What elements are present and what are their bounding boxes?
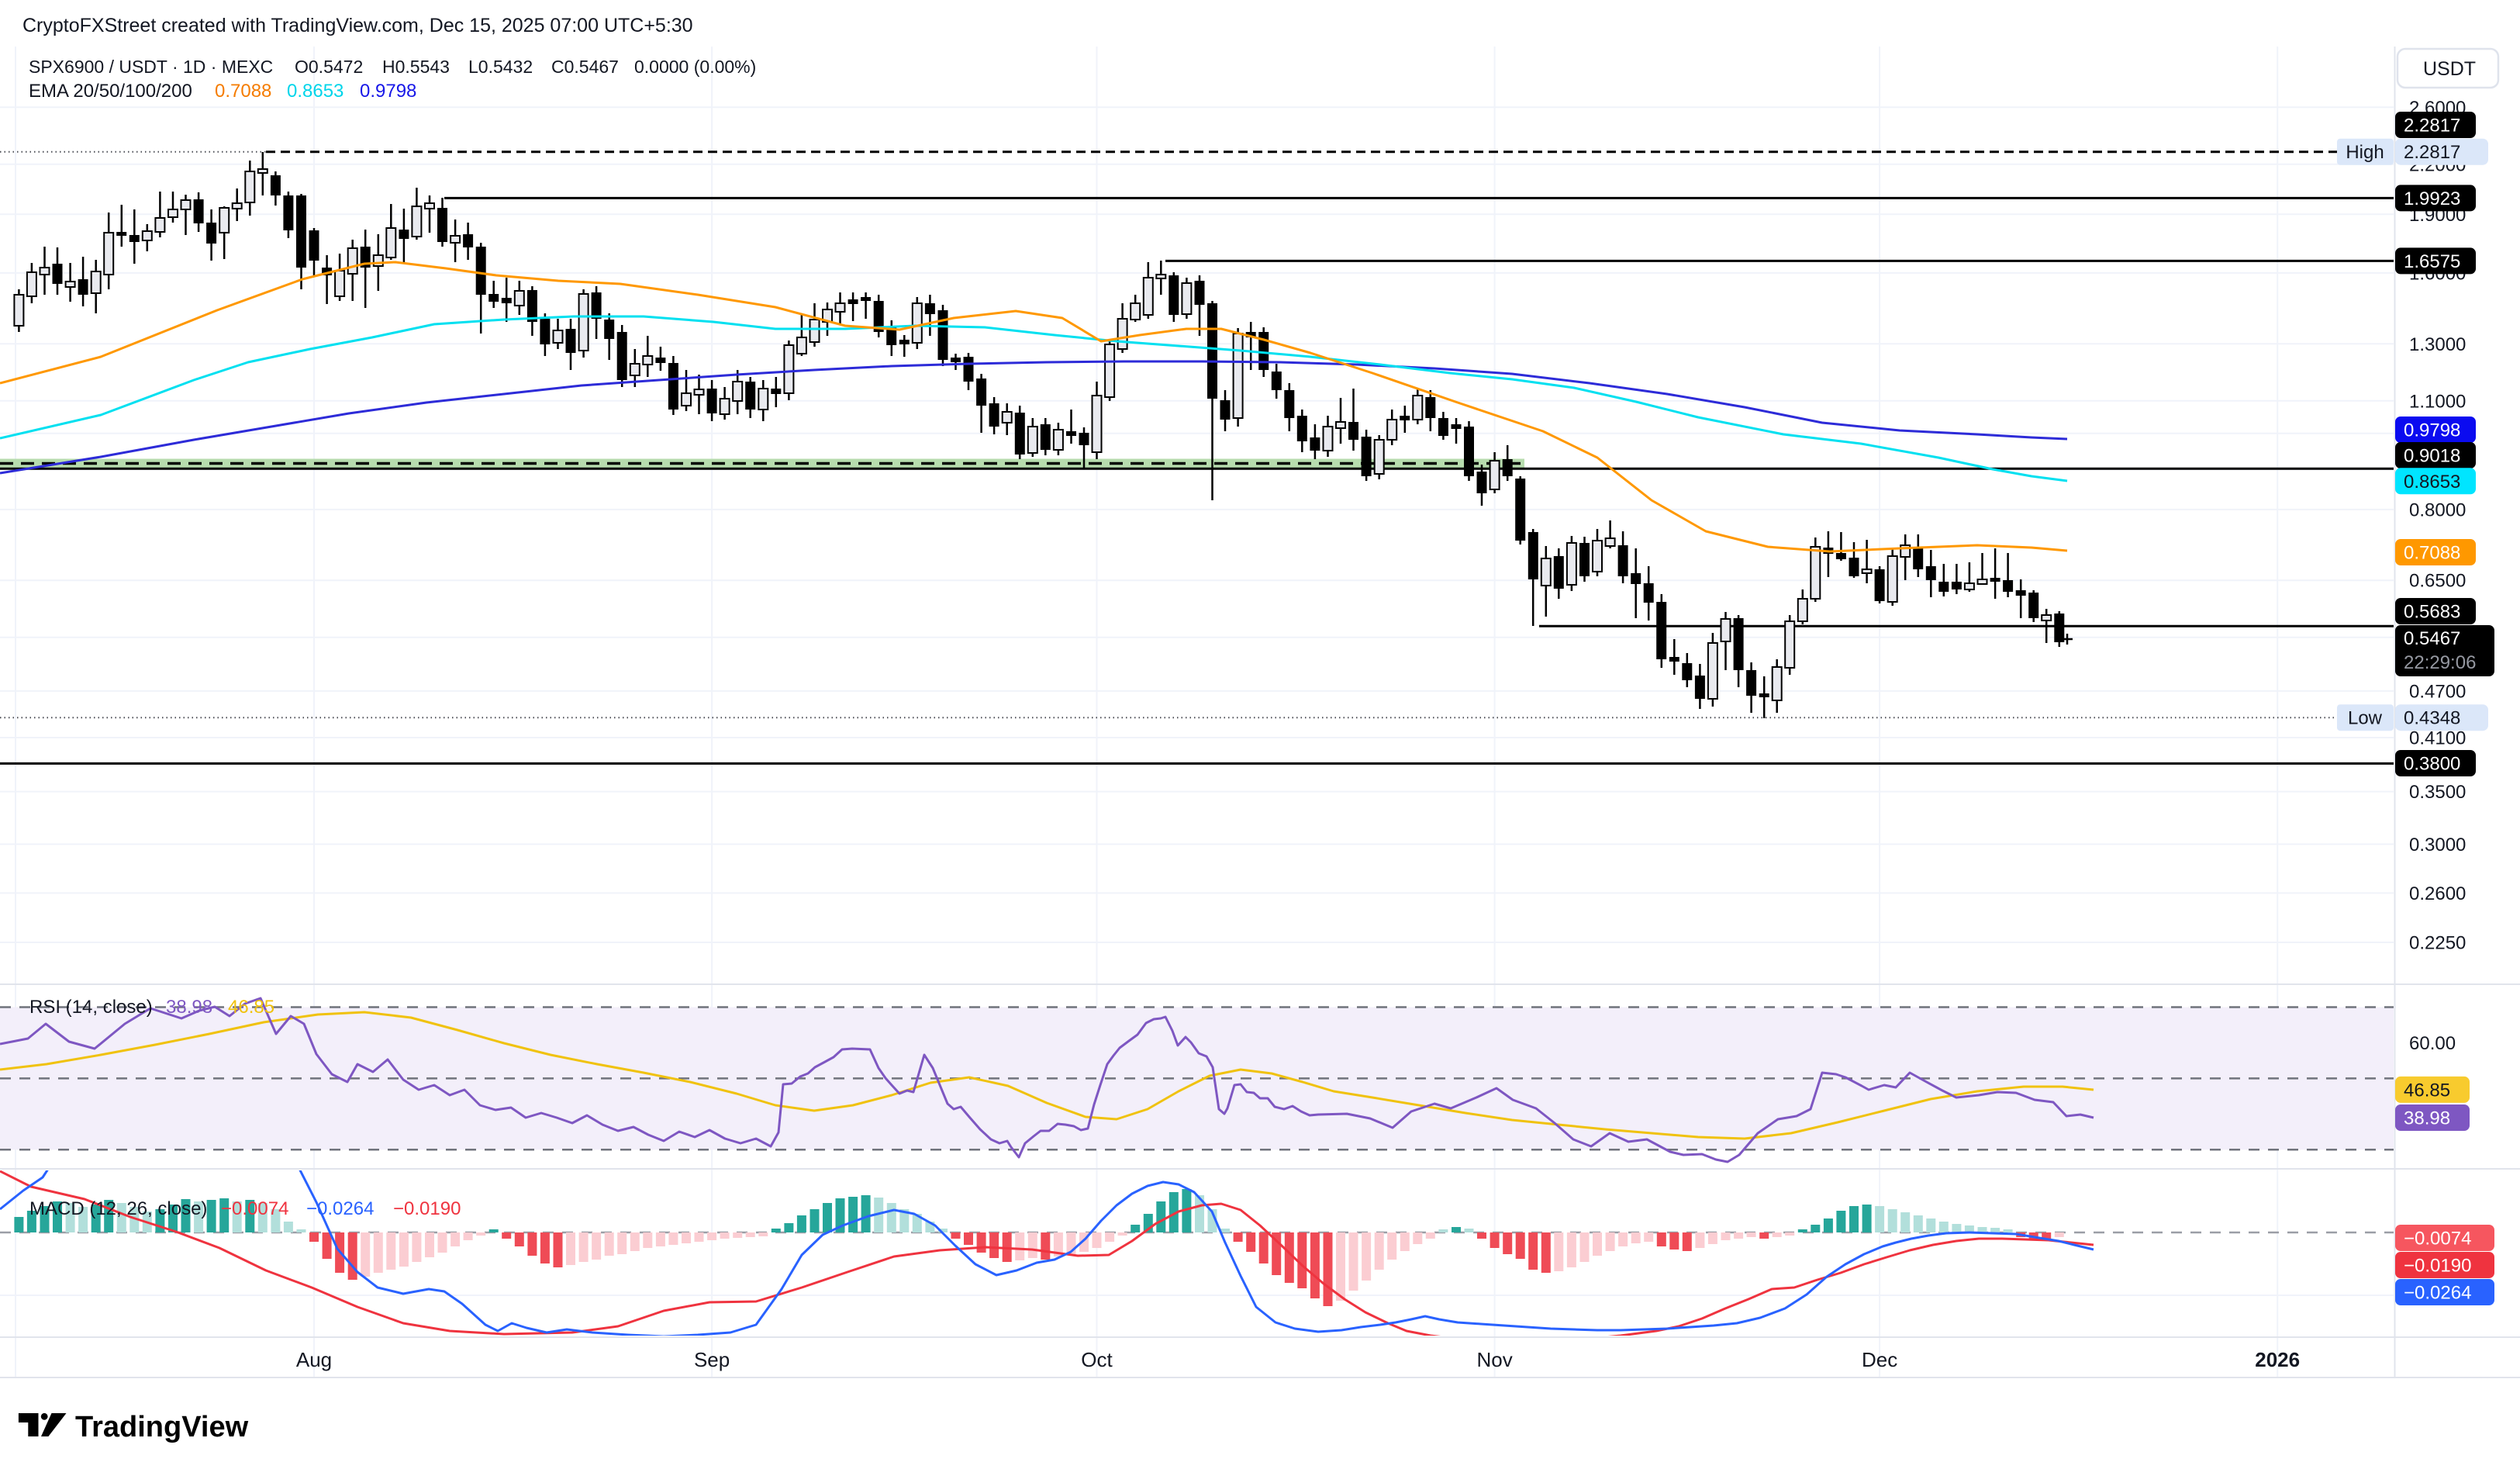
svg-text:Sep: Sep xyxy=(694,1348,730,1371)
svg-text:0.8000: 0.8000 xyxy=(2409,499,2466,520)
svg-text:USDT: USDT xyxy=(2423,58,2476,80)
svg-text:1.9923: 1.9923 xyxy=(2404,188,2460,209)
svg-text:0.8653: 0.8653 xyxy=(2404,472,2460,493)
svg-text:2.2817: 2.2817 xyxy=(2404,142,2460,163)
svg-text:0.3500: 0.3500 xyxy=(2409,782,2466,803)
svg-text:0.8653: 0.8653 xyxy=(287,81,343,102)
svg-text:1.6575: 1.6575 xyxy=(2404,251,2460,272)
svg-text:H0.5543: H0.5543 xyxy=(382,57,450,77)
svg-text:0.5467: 0.5467 xyxy=(2404,628,2460,649)
svg-text:Nov: Nov xyxy=(1476,1348,1512,1371)
svg-text:46.85: 46.85 xyxy=(2404,1080,2450,1101)
svg-text:0.4700: 0.4700 xyxy=(2409,681,2466,702)
svg-text:0.6500: 0.6500 xyxy=(2409,571,2466,592)
svg-text:2.2817: 2.2817 xyxy=(2404,116,2460,137)
svg-text:−0.0074: −0.0074 xyxy=(221,1198,288,1219)
svg-text:High: High xyxy=(2346,142,2384,163)
svg-text:0.9798: 0.9798 xyxy=(360,81,416,102)
svg-text:0.7088: 0.7088 xyxy=(215,81,271,102)
svg-text:38.98: 38.98 xyxy=(2404,1108,2450,1129)
svg-text:38.98: 38.98 xyxy=(166,997,212,1018)
svg-text:SPX6900 / USDT · 1D · MEXC: SPX6900 / USDT · 1D · MEXC xyxy=(29,57,273,77)
svg-text:0.9018: 0.9018 xyxy=(2404,446,2460,467)
svg-text:MACD (12, 26, close): MACD (12, 26, close) xyxy=(29,1198,207,1219)
svg-text:46.85: 46.85 xyxy=(228,997,274,1018)
svg-text:0.3800: 0.3800 xyxy=(2404,754,2460,775)
svg-text:Aug: Aug xyxy=(296,1348,332,1371)
svg-text:22:29:06: 22:29:06 xyxy=(2404,652,2476,673)
svg-text:2026: 2026 xyxy=(2255,1348,2300,1371)
svg-text:0.4348: 0.4348 xyxy=(2404,708,2460,729)
svg-text:0.7088: 0.7088 xyxy=(2404,543,2460,564)
svg-text:0.2600: 0.2600 xyxy=(2409,883,2466,904)
svg-text:EMA 20/50/100/200: EMA 20/50/100/200 xyxy=(29,81,192,102)
svg-text:CryptoFXStreet created with Tr: CryptoFXStreet created with TradingView.… xyxy=(22,15,693,36)
svg-text:−0.0190: −0.0190 xyxy=(393,1198,461,1219)
svg-text:0.2250: 0.2250 xyxy=(2409,933,2466,954)
svg-text:RSI (14, close): RSI (14, close) xyxy=(29,997,153,1018)
svg-text:Low: Low xyxy=(2348,708,2383,729)
svg-text:0.5683: 0.5683 xyxy=(2404,602,2460,623)
svg-text:Dec: Dec xyxy=(1862,1348,1897,1371)
svg-text:0.0000 (0.00%): 0.0000 (0.00%) xyxy=(634,57,756,77)
svg-text:0.3000: 0.3000 xyxy=(2409,835,2466,856)
svg-text:1.3000: 1.3000 xyxy=(2409,334,2466,355)
svg-text:L0.5432: L0.5432 xyxy=(468,57,533,77)
svg-text:O0.5472: O0.5472 xyxy=(295,57,363,77)
svg-text:Oct: Oct xyxy=(1081,1348,1113,1371)
svg-text:0.4100: 0.4100 xyxy=(2409,728,2466,749)
svg-text:−0.0264: −0.0264 xyxy=(2404,1283,2471,1304)
svg-text:−0.0074: −0.0074 xyxy=(2404,1229,2471,1250)
svg-text:60.00: 60.00 xyxy=(2409,1033,2456,1054)
svg-text:TradingView: TradingView xyxy=(75,1411,249,1443)
svg-text:−0.0264: −0.0264 xyxy=(306,1198,374,1219)
svg-text:−0.0190: −0.0190 xyxy=(2404,1256,2471,1277)
svg-text:0.9798: 0.9798 xyxy=(2404,420,2460,441)
svg-text:C0.5467: C0.5467 xyxy=(551,57,619,77)
svg-text:1.1000: 1.1000 xyxy=(2409,391,2466,412)
